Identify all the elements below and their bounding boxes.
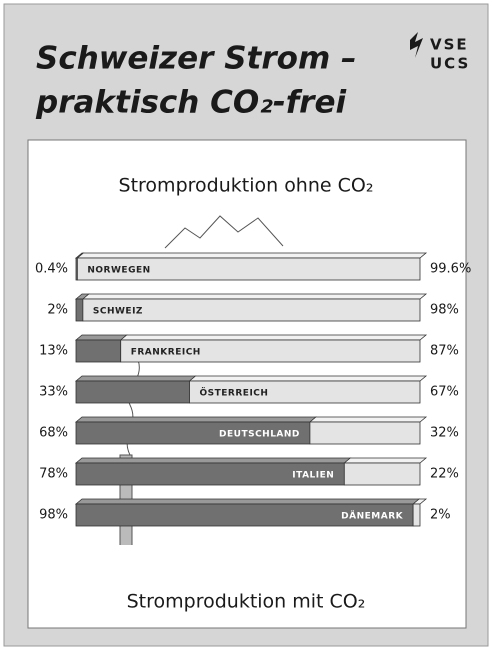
value-label: 98% bbox=[39, 508, 68, 523]
value-label: 32% bbox=[430, 426, 459, 441]
value-label: 0.4% bbox=[35, 262, 68, 277]
logo-text: VSE bbox=[430, 36, 469, 54]
bar bbox=[344, 463, 420, 485]
value-label: 87% bbox=[430, 344, 459, 359]
bar bbox=[310, 422, 420, 444]
category-label: DEUTSCHLAND bbox=[219, 430, 300, 440]
bar-top bbox=[190, 376, 426, 381]
value-label: 99.6% bbox=[430, 262, 471, 277]
value-label: 67% bbox=[430, 385, 459, 400]
title-line: praktisch CO₂-frei bbox=[35, 85, 346, 121]
title-line: Schweizer Strom – bbox=[36, 41, 357, 77]
bar-top bbox=[76, 376, 196, 381]
value-label: 98% bbox=[430, 303, 459, 318]
top-label: Stromproduktion ohne CO₂ bbox=[119, 175, 374, 197]
bar-top bbox=[83, 294, 426, 299]
value-label: 2% bbox=[47, 303, 68, 318]
category-label: FRANKREICH bbox=[131, 348, 201, 358]
value-label: 13% bbox=[39, 344, 68, 359]
bar-top bbox=[76, 458, 350, 463]
bar-top bbox=[344, 458, 426, 463]
category-label: DÄNEMARK bbox=[341, 511, 403, 522]
category-label: SCHWEIZ bbox=[93, 307, 143, 317]
category-label: ÖSTERREICH bbox=[200, 388, 269, 399]
bar bbox=[76, 299, 83, 321]
value-label: 78% bbox=[39, 467, 68, 482]
category-label: ITALIEN bbox=[292, 471, 334, 481]
bar-top bbox=[76, 335, 127, 340]
value-label: 22% bbox=[430, 467, 459, 482]
bar bbox=[76, 381, 190, 403]
bar-top bbox=[77, 253, 426, 258]
value-label: 33% bbox=[39, 385, 68, 400]
bar-top bbox=[310, 417, 426, 422]
value-label: 68% bbox=[39, 426, 68, 441]
bar-top bbox=[76, 499, 419, 504]
category-label: NORWEGEN bbox=[87, 266, 150, 276]
bottom-label: Stromproduktion mit CO₂ bbox=[127, 591, 366, 613]
bar bbox=[413, 504, 420, 526]
logo-text: UCS bbox=[430, 55, 470, 73]
bar-top bbox=[121, 335, 426, 340]
poster: Schweizer Strom – praktisch CO₂-frei VSE… bbox=[0, 0, 492, 650]
bar-top bbox=[76, 417, 316, 422]
bar bbox=[76, 340, 121, 362]
value-label: 2% bbox=[430, 508, 451, 523]
